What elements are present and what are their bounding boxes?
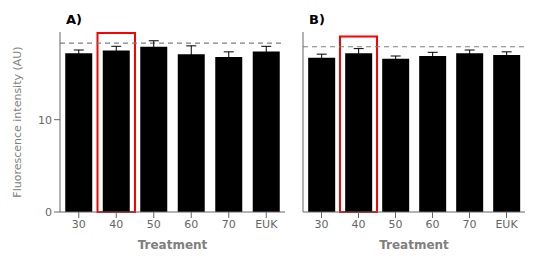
svg-text:Fluorescence intensity (AU): Fluorescence intensity (AU) — [11, 46, 24, 197]
svg-text:70: 70 — [463, 218, 477, 231]
svg-text:50: 50 — [147, 218, 161, 231]
svg-text:50: 50 — [389, 218, 403, 231]
html-text:A): A) — [66, 12, 82, 27]
svg-text:30: 30 — [315, 218, 329, 231]
svg-text:60: 60 — [184, 218, 198, 231]
svg-text:Treatment: Treatment — [379, 238, 449, 252]
svg-text:Treatment: Treatment — [138, 238, 208, 252]
svg-text:70: 70 — [222, 218, 236, 231]
svg-text:EUK: EUK — [255, 218, 278, 231]
html-text:B): B) — [309, 12, 325, 27]
svg-text:40: 40 — [352, 218, 366, 231]
svg-text:30: 30 — [72, 218, 86, 231]
svg-text:40: 40 — [109, 218, 123, 231]
svg-text:60: 60 — [426, 218, 440, 231]
svg-text:0: 0 — [45, 206, 52, 219]
svg-text:10: 10 — [38, 114, 52, 127]
svg-text:EUK: EUK — [495, 218, 518, 231]
